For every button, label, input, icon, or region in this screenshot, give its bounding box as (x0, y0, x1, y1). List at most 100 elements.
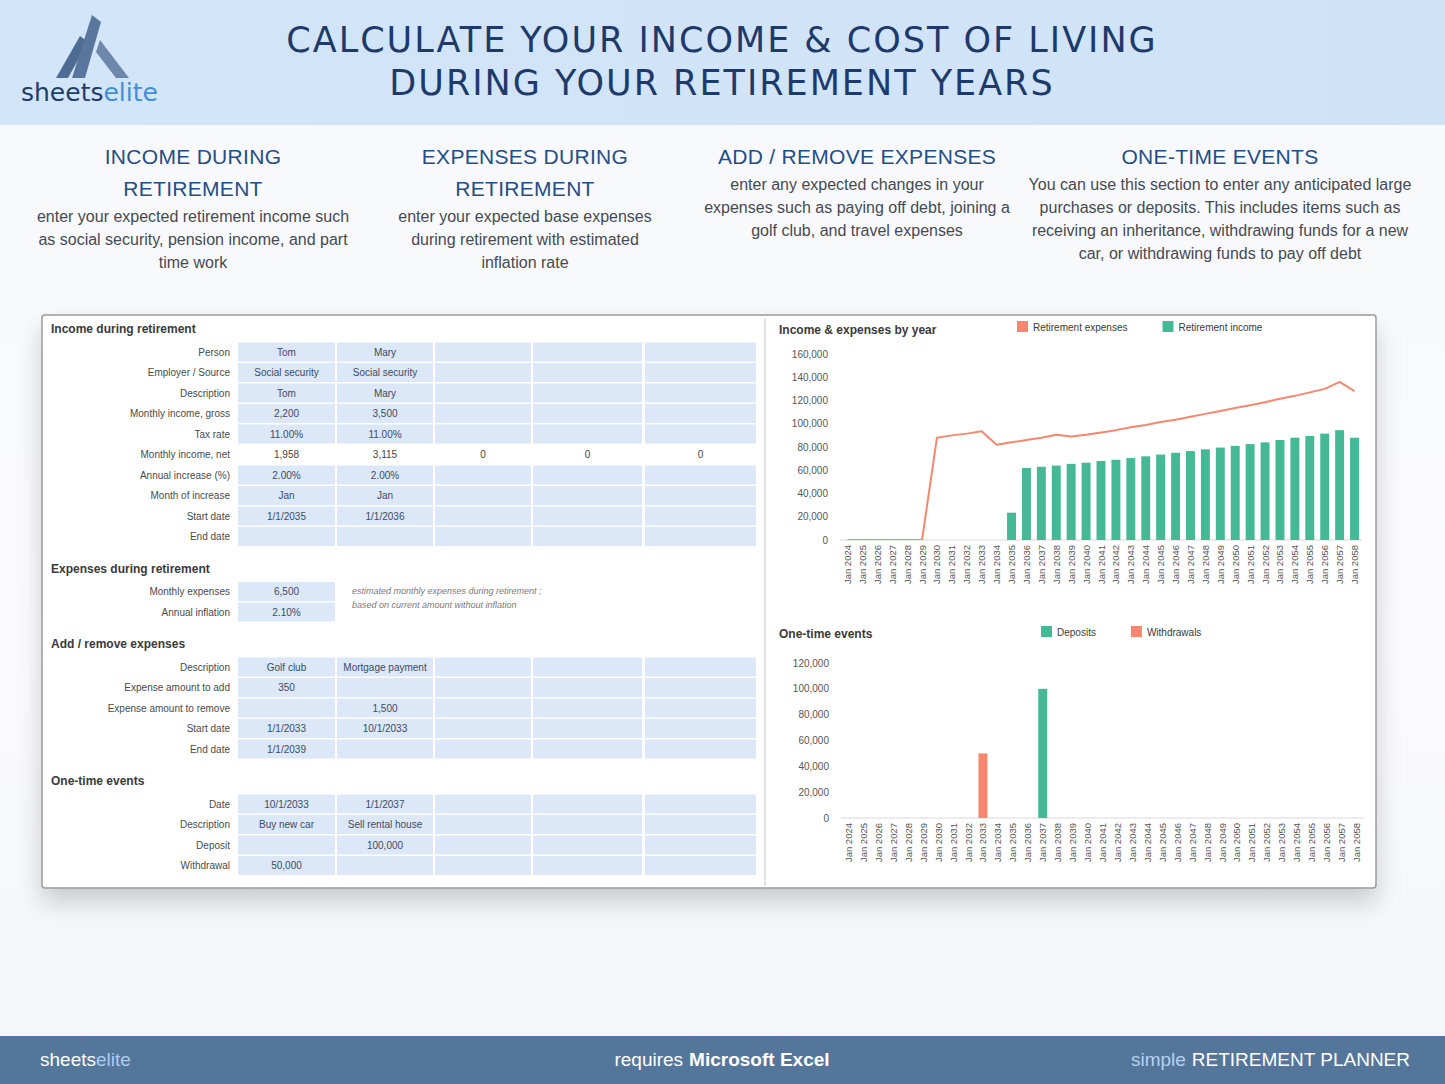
bar (1305, 436, 1314, 540)
x-tick-label: Jan 2049 (1215, 545, 1226, 584)
row-label: Deposit (196, 840, 230, 851)
bar (949, 818, 958, 819)
input-cell (645, 363, 756, 382)
bar (1126, 458, 1135, 540)
y-tick-label: 60,000 (798, 735, 829, 746)
input-cell (435, 815, 531, 834)
header-band (0, 0, 1445, 125)
x-tick-label: Jan 2046 (1170, 545, 1181, 584)
input-cell (533, 486, 642, 505)
bar (1352, 818, 1361, 819)
x-tick-label: Jan 2031 (946, 545, 957, 584)
input-cell (533, 836, 642, 855)
bar (1218, 818, 1227, 819)
row-label: Expense amount to remove (108, 703, 231, 714)
input-cell (337, 836, 433, 855)
x-tick-label: Jan 2027 (887, 545, 898, 584)
input-cell (238, 384, 335, 403)
cell-value: 6,500 (274, 586, 299, 597)
bar (1098, 818, 1107, 819)
x-tick-label: Jan 2049 (1217, 823, 1228, 862)
cell-value: 1/1/2035 (267, 511, 306, 522)
input-cell (533, 795, 642, 814)
x-tick-label: Jan 2044 (1140, 545, 1151, 584)
input-cell (645, 719, 756, 738)
chart: One-time events020,00040,00060,00080,000… (779, 626, 1364, 862)
feature-text: enter your expected base expenses during… (383, 205, 668, 274)
x-tick-label: Jan 2024 (843, 823, 854, 862)
bar (1141, 456, 1150, 540)
bar (1247, 818, 1256, 819)
row-label: Annual increase (%) (140, 470, 230, 481)
input-cell (238, 343, 335, 362)
bar (1275, 440, 1284, 540)
x-tick-label: Jan 2034 (992, 823, 1003, 862)
brand-first: sheets (40, 1049, 96, 1070)
legend-label: Retirement income (1179, 322, 1263, 333)
x-tick-label: Jan 2055 (1304, 545, 1315, 584)
input-cell (533, 425, 642, 444)
x-tick-label: Jan 2051 (1246, 823, 1257, 862)
x-tick-label: Jan 2056 (1319, 545, 1330, 584)
bar (1053, 818, 1062, 819)
feature: ONE-TIME EVENTSYou can use this section … (1020, 141, 1420, 265)
bar (1128, 818, 1137, 819)
y-tick-label: 40,000 (797, 488, 828, 499)
plot-area (847, 382, 1359, 540)
cell-value: Mary (374, 388, 396, 399)
input-cell (645, 486, 756, 505)
cell-value: 11.00% (368, 429, 401, 440)
input-cell (435, 719, 531, 738)
bar (1322, 818, 1331, 819)
input-cell (533, 363, 642, 382)
section-title: One-time events (51, 774, 145, 788)
input-cell (238, 740, 335, 759)
bar (1143, 818, 1152, 819)
bar (993, 818, 1002, 819)
x-tick-label: Jan 2040 (1082, 823, 1093, 862)
cell-value: 100,000 (367, 840, 404, 851)
brand-second: elite (96, 1049, 131, 1070)
bar (1022, 468, 1031, 540)
x-tick-label: Jan 2054 (1291, 823, 1302, 862)
cell-value: 10/1/2033 (363, 723, 408, 734)
y-tick-label: 40,000 (798, 761, 829, 772)
input-cell (238, 795, 335, 814)
input-cell (337, 363, 433, 382)
section-title: Add / remove expenses (51, 637, 185, 651)
bar (904, 818, 913, 819)
product-light: simple (1131, 1049, 1186, 1070)
chart-title: One-time events (779, 627, 873, 641)
input-cell (337, 486, 433, 505)
x-tick-label: Jan 2043 (1127, 823, 1138, 862)
input-cell (337, 527, 433, 546)
cell-value: 0 (585, 449, 591, 460)
x-tick-label: Jan 2036 (1021, 545, 1032, 584)
footer-requires: requiresMicrosoft Excel (522, 1036, 922, 1084)
bar (1143, 818, 1152, 819)
input-cell (238, 404, 335, 423)
input-cell (645, 466, 756, 485)
cell-value: Tom (277, 347, 296, 358)
x-tick-label: Jan 2025 (858, 823, 869, 862)
input-cell (435, 363, 531, 382)
input-cell (435, 466, 531, 485)
cell-value: 50,000 (271, 860, 302, 871)
page-title: CALCULATE YOUR INCOME & COST OF LIVING (286, 20, 1157, 60)
y-tick-label: 20,000 (797, 511, 828, 522)
brand-first: sheets (21, 78, 103, 107)
row-label: Monthly expenses (149, 586, 230, 597)
x-tick-label: Jan 2025 (857, 545, 868, 584)
x-tick-label: Jan 2035 (1007, 823, 1018, 862)
row-label: Monthly income, gross (130, 408, 230, 419)
bar (1083, 818, 1092, 819)
bar (1246, 444, 1255, 540)
bar (904, 818, 913, 819)
cell-value: 1/1/2039 (267, 744, 306, 755)
x-tick-label: Jan 2030 (931, 545, 942, 584)
y-tick-label: 0 (823, 813, 829, 824)
legend-label: Retirement expenses (1033, 322, 1128, 333)
feature-text: enter your expected retirement income su… (33, 205, 353, 274)
y-tick-label: 0 (822, 535, 828, 546)
cell-value: Jan (377, 490, 393, 501)
